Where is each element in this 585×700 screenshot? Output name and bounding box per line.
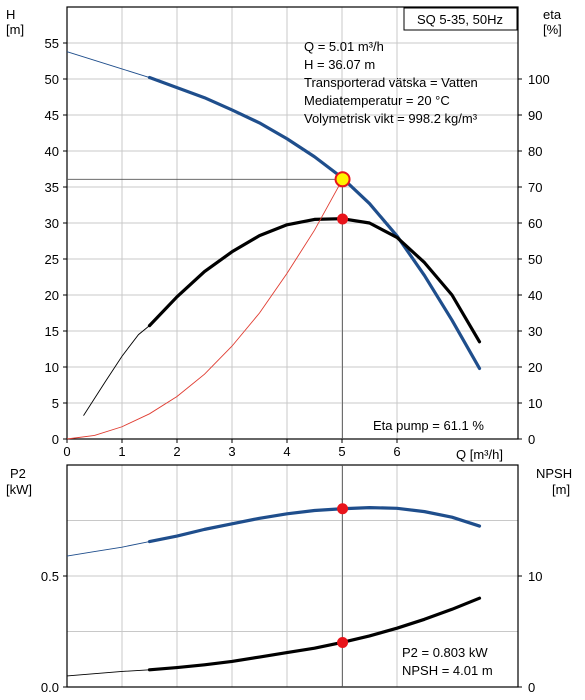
top-x-tick-label: 5 bbox=[338, 444, 345, 459]
bottom-panel: 0.0 0.5 0 10 P2 [kW] NPSH [m] P2 = 0.803 kW… bbox=[6, 464, 572, 695]
chart-title: SQ 5-35, 50Hz bbox=[417, 12, 503, 27]
top-yright-tick-label: 80 bbox=[528, 144, 542, 159]
top-yright-tick-label: 100 bbox=[528, 72, 550, 87]
top-yright-tick-label: 30 bbox=[528, 324, 542, 339]
eta-operating-point-marker bbox=[337, 213, 349, 225]
top-yleft-tick-label: 15 bbox=[45, 324, 59, 339]
bottom-info-line: NPSH = 4.01 m bbox=[402, 663, 493, 678]
top-info-line: H = 36.07 m bbox=[304, 57, 375, 72]
title-box bbox=[403, 7, 518, 31]
bottom-yright-tick-label: 0 bbox=[528, 680, 535, 695]
top-ylabel-left-line2: [m] bbox=[6, 22, 24, 37]
top-yleft-tick-label: 20 bbox=[45, 288, 59, 303]
h-operating-point-marker bbox=[334, 171, 351, 188]
top-yleft-tick-label: 5 bbox=[52, 396, 59, 411]
bottom-info-line: P2 = 0.803 kW bbox=[402, 645, 488, 660]
bottom-ylabel-right-line1: NPSH bbox=[536, 466, 572, 481]
series-npsh-thin-curve bbox=[66, 669, 150, 677]
top-x-tick-label: 4 bbox=[283, 444, 290, 459]
top-yright-tick-label: 60 bbox=[528, 216, 542, 231]
top-x-tick-label: 6 bbox=[393, 444, 400, 459]
bottom-ylabel-left-line2: [kW] bbox=[6, 482, 32, 497]
top-ylabel-left-line1: H bbox=[6, 7, 15, 22]
top-yleft-tick-label: 35 bbox=[45, 180, 59, 195]
bottom-series-group bbox=[66, 465, 482, 687]
top-yleft-tick-label: 45 bbox=[45, 108, 59, 123]
bottom-ylabel-left-line1: P2 bbox=[10, 466, 26, 481]
top-yleft-tick-label: 25 bbox=[45, 252, 59, 267]
top-x-tick-label: 2 bbox=[173, 444, 180, 459]
top-yleft-tick-label: 40 bbox=[45, 144, 59, 159]
series-eta-thin-curve bbox=[83, 325, 150, 416]
top-yright-tick-label: 20 bbox=[528, 360, 542, 375]
top-series-group bbox=[66, 51, 482, 440]
series-p2-thin-curve bbox=[66, 541, 150, 557]
top-info-block: Q = 5.01 m³/h H = 36.07 m Transporterad vä… bbox=[304, 39, 478, 126]
eta-pump-label: Eta pump = 61.1 % bbox=[373, 418, 484, 433]
top-xlabel: Q [m³/h] bbox=[456, 447, 503, 462]
top-yright-tick-label: 50 bbox=[528, 252, 542, 267]
top-yright-tick-label: 90 bbox=[528, 108, 542, 123]
top-info-line: Mediatemperatur = 20 °C bbox=[304, 93, 450, 108]
series-p2-curve bbox=[147, 506, 482, 544]
p2-operating-point-marker bbox=[337, 503, 349, 515]
top-yleft-tick-label: 10 bbox=[45, 360, 59, 375]
bottom-yleft-tick-label: 0.5 bbox=[41, 569, 59, 584]
top-yleft-tick-label: 30 bbox=[45, 216, 59, 231]
series-h-curve bbox=[147, 75, 482, 371]
series-system-curve bbox=[66, 179, 343, 440]
npsh-operating-point-marker bbox=[337, 636, 349, 648]
top-yleft-tick-label: 55 bbox=[45, 36, 59, 51]
top-x-tick-label: 1 bbox=[118, 444, 125, 459]
top-info-line: Transporterad vätska = Vatten bbox=[304, 75, 478, 90]
bottom-info-block: P2 = 0.803 kW NPSH = 4.01 m bbox=[402, 645, 493, 678]
top-yright-tick-label: 10 bbox=[528, 396, 542, 411]
series-h-thin-curve bbox=[66, 51, 150, 78]
top-x-tick-label: 3 bbox=[228, 444, 235, 459]
top-yright-tick-label: 40 bbox=[528, 288, 542, 303]
bottom-grid bbox=[67, 465, 518, 687]
top-info-line: Q = 5.01 m³/h bbox=[304, 39, 384, 54]
top-yright-tick-label: 0 bbox=[528, 432, 535, 447]
top-yleft-tick-label: 0 bbox=[52, 432, 59, 447]
top-panel: 0 1 2 3 4 5 6051015202530354045505501020304050… bbox=[6, 6, 562, 462]
top-info-line: Volymetrisk vikt = 998.2 kg/m³ bbox=[304, 111, 478, 126]
top-tick-labels: 0 1 2 3 4 5 6051015202530354045505501020304050… bbox=[45, 36, 550, 459]
top-ylabel-right-line1: eta bbox=[543, 7, 562, 22]
bottom-tick-labels: 0.0 0.5 0 10 bbox=[41, 569, 543, 695]
series-npsh-curve bbox=[147, 596, 482, 672]
top-ylabel-right-line2: [%] bbox=[543, 22, 562, 37]
bottom-ylabel-right-line2: [m] bbox=[552, 482, 570, 497]
bottom-yright-tick-label: 10 bbox=[528, 569, 542, 584]
top-yleft-tick-label: 50 bbox=[45, 72, 59, 87]
top-x-tick-label: 0 bbox=[63, 444, 70, 459]
top-grid bbox=[67, 7, 518, 439]
bottom-yleft-tick-label: 0.0 bbox=[41, 680, 59, 695]
series-eta-curve bbox=[147, 217, 482, 344]
top-yright-tick-label: 70 bbox=[528, 180, 542, 195]
